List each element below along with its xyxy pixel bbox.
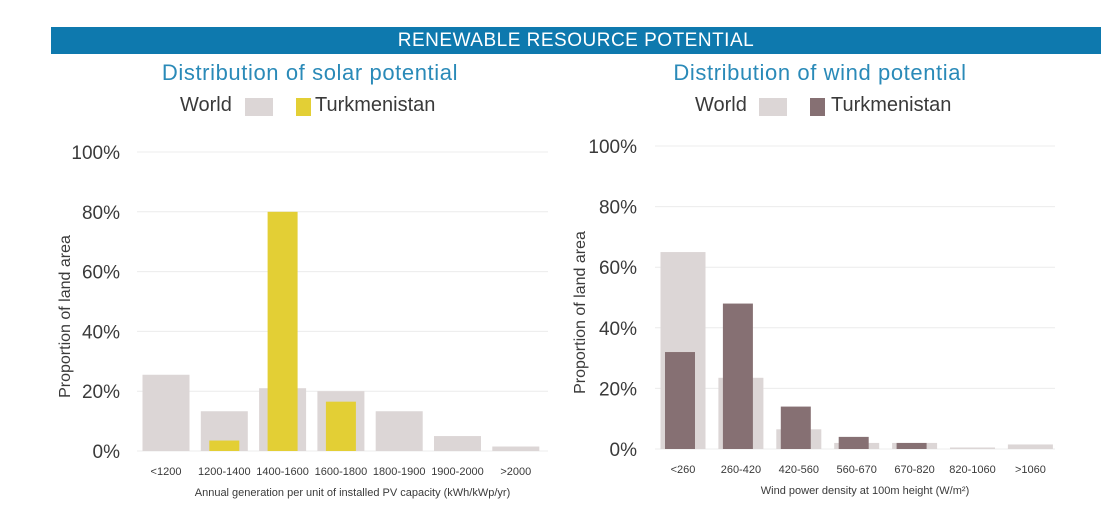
solar-bar-world [375,411,423,451]
solar-bar-turkmenistan [325,401,356,451]
solar-legend-world-label: World [180,94,232,116]
solar-x-tick-label: >2000 [500,466,531,478]
solar-bar-world [434,436,481,451]
solar-y-axis-title: Proportion of land area [57,235,74,398]
wind-chart: 0% 20% 40% 60% 80% 100% Proportion of land are… [572,137,1055,497]
solar-x-tick-label: 1400-1600 [256,466,309,478]
solar-y-tick-label: 60% [82,263,120,284]
wind-x-tick-label: 420-560 [779,464,819,476]
solar-legend-turkmenistan-label: Turkmenistan [315,94,436,116]
wind-bar-turkmenistan [722,303,753,449]
wind-legend-world-swatch [759,98,787,116]
solar-bar-turkmenistan [209,440,240,451]
solar-chart: 0% 20% 40% 60% 80% 100% Proportion of land are… [57,143,548,499]
wind-x-tick-label: >1060 [1015,464,1046,476]
solar-y-tick-label: 100% [71,143,120,164]
wind-bar-turkmenistan [896,442,927,449]
wind-legend-turkmenistan-label: Turkmenistan [831,94,952,116]
wind-x-tick-label: 820-1060 [949,464,996,476]
wind-y-tick-label: 80% [599,198,637,219]
solar-legend-turkmenistan-swatch [296,98,311,116]
solar-x-tick-label: 1800-1900 [373,466,426,478]
solar-x-tick-label: 1600-1800 [315,466,368,478]
wind-legend: World Turkmenistan [695,94,995,120]
solar-legend-world-swatch [245,98,273,116]
solar-chart-title: Distribution of solar potential [161,60,459,85]
wind-x-tick-label: <260 [671,464,696,476]
wind-bar-turkmenistan [780,406,811,449]
wind-x-tick-label: 670-820 [894,464,934,476]
solar-legend: World Turkmenistan [180,94,480,120]
wind-x-axis-title: Wind power density at 100m height (W/m²) [761,485,969,497]
solar-x-tick-label: 1900-2000 [431,466,484,478]
wind-bar-turkmenistan [838,436,869,449]
solar-y-tick-label: 80% [82,203,120,224]
solar-x-tick-label: <1200 [151,466,182,478]
wind-chart-title: Distribution of wind potential [673,60,967,85]
solar-bar-world [142,374,190,451]
wind-legend-turkmenistan-swatch [810,98,825,116]
wind-bar-world [1007,444,1053,449]
wind-bar-world [950,447,995,449]
wind-y-axis-title: Proportion of land area [572,231,589,394]
solar-bar-world [492,446,540,451]
wind-y-tick-label: 20% [599,379,637,400]
wind-legend-world-label: World [695,94,747,116]
solar-x-axis-title: Annual generation per unit of installed … [195,487,510,499]
wind-y-tick-label: 60% [599,258,637,279]
section-banner: RENEWABLE RESOURCE POTENTIAL [51,27,1101,54]
wind-y-tick-label: 100% [588,137,637,158]
solar-y-tick-label: 40% [82,322,120,343]
solar-y-tick-label: 0% [93,442,121,463]
wind-x-tick-label: 260-420 [721,464,761,476]
solar-x-tick-label: 1200-1400 [198,466,251,478]
solar-y-tick-label: 20% [82,382,120,403]
wind-y-tick-label: 0% [610,440,638,461]
wind-y-tick-label: 40% [599,319,637,340]
wind-bar-turkmenistan [665,352,695,449]
solar-bar-turkmenistan [267,211,298,451]
wind-x-tick-label: 560-670 [837,464,877,476]
